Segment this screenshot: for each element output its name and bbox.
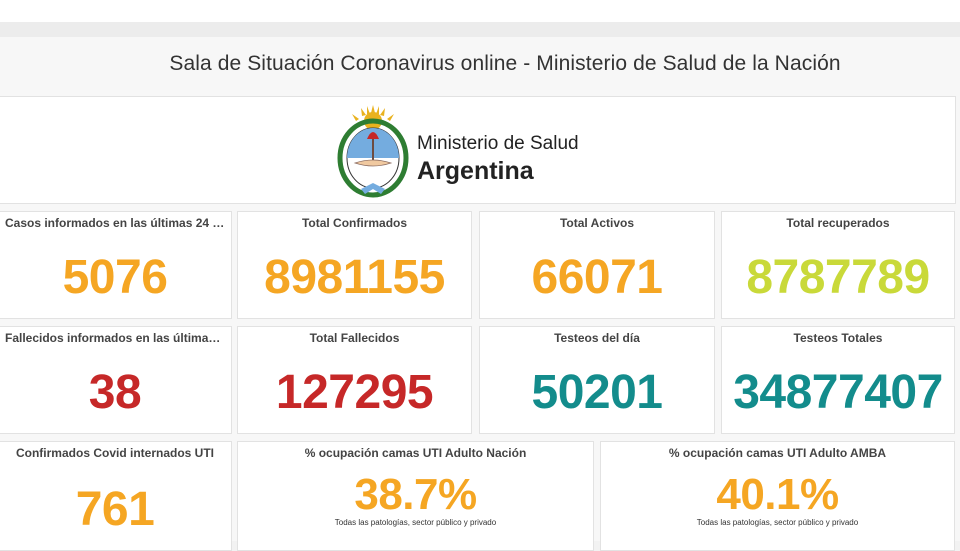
card-label: Total recuperados bbox=[786, 216, 890, 230]
card-value: 5076 bbox=[62, 251, 168, 304]
card-casos-24hs: Casos informados en las últimas 24 Hs 50… bbox=[0, 211, 232, 319]
card-value: 8981155 bbox=[264, 251, 445, 304]
card-testeos-totales: Testeos Totales 34877407 bbox=[721, 326, 955, 434]
card-label: Fallecidos informados en las últimas ... bbox=[5, 331, 225, 345]
top-bar bbox=[0, 0, 960, 22]
card-value: 66071 bbox=[531, 251, 663, 304]
card-total-recuperados: Total recuperados 8787789 bbox=[721, 211, 955, 319]
card-value: 50201 bbox=[531, 366, 663, 419]
card-total-fallecidos: Total Fallecidos 127295 bbox=[237, 326, 472, 434]
card-value: 40.1% bbox=[716, 470, 839, 519]
card-label: Total Fallecidos bbox=[309, 331, 400, 345]
logo-line-2: Argentina bbox=[417, 157, 534, 185]
card-label: Confirmados Covid internados UTI bbox=[15, 446, 214, 460]
card-value: 38.7% bbox=[354, 470, 477, 519]
card-label: Testeos del día bbox=[554, 331, 640, 345]
card-label: Total Confirmados bbox=[301, 216, 408, 230]
card-total-confirmados: Total Confirmados 8981155 bbox=[237, 211, 472, 319]
top-divider bbox=[0, 22, 960, 37]
card-testeos-dia: Testeos del día 50201 bbox=[479, 326, 715, 434]
logo-line-1: Ministerio de Salud bbox=[417, 133, 579, 154]
card-ocupacion-uti-amba: % ocupación camas UTI Adulto AMBA 40.1% … bbox=[600, 441, 955, 551]
ministry-logo: Ministerio de Salud Argentina bbox=[337, 103, 597, 199]
card-fallecidos-24hs: Fallecidos informados en las últimas ...… bbox=[0, 326, 232, 434]
card-label: Testeos Totales bbox=[793, 331, 883, 345]
card-label: Total Activos bbox=[559, 216, 634, 230]
card-value: 38 bbox=[88, 366, 142, 419]
card-value: 8787789 bbox=[746, 251, 930, 304]
card-value: 127295 bbox=[275, 366, 434, 419]
card-ocupacion-uti-nacion: % ocupación camas UTI Adulto Nación 38.7… bbox=[237, 441, 594, 551]
card-note: Todas las patologías, sector público y p… bbox=[696, 518, 859, 527]
card-note: Todas las patologías, sector público y p… bbox=[334, 518, 497, 527]
card-label: % ocupación camas UTI Adulto Nación bbox=[304, 446, 527, 460]
ministry-logo-card: Ministerio de Salud Argentina bbox=[0, 96, 956, 204]
argentina-coat-of-arms-icon bbox=[337, 105, 409, 198]
card-label: Casos informados en las últimas 24 Hs bbox=[5, 216, 225, 230]
card-total-activos: Total Activos 66071 bbox=[479, 211, 715, 319]
card-internados-uti: Confirmados Covid internados UTI 761 bbox=[0, 441, 232, 551]
page-title: Sala de Situación Coronavirus online - M… bbox=[169, 52, 841, 75]
card-value: 761 bbox=[75, 483, 155, 536]
card-label: % ocupación camas UTI Adulto AMBA bbox=[668, 446, 887, 460]
card-value: 34877407 bbox=[733, 366, 943, 419]
